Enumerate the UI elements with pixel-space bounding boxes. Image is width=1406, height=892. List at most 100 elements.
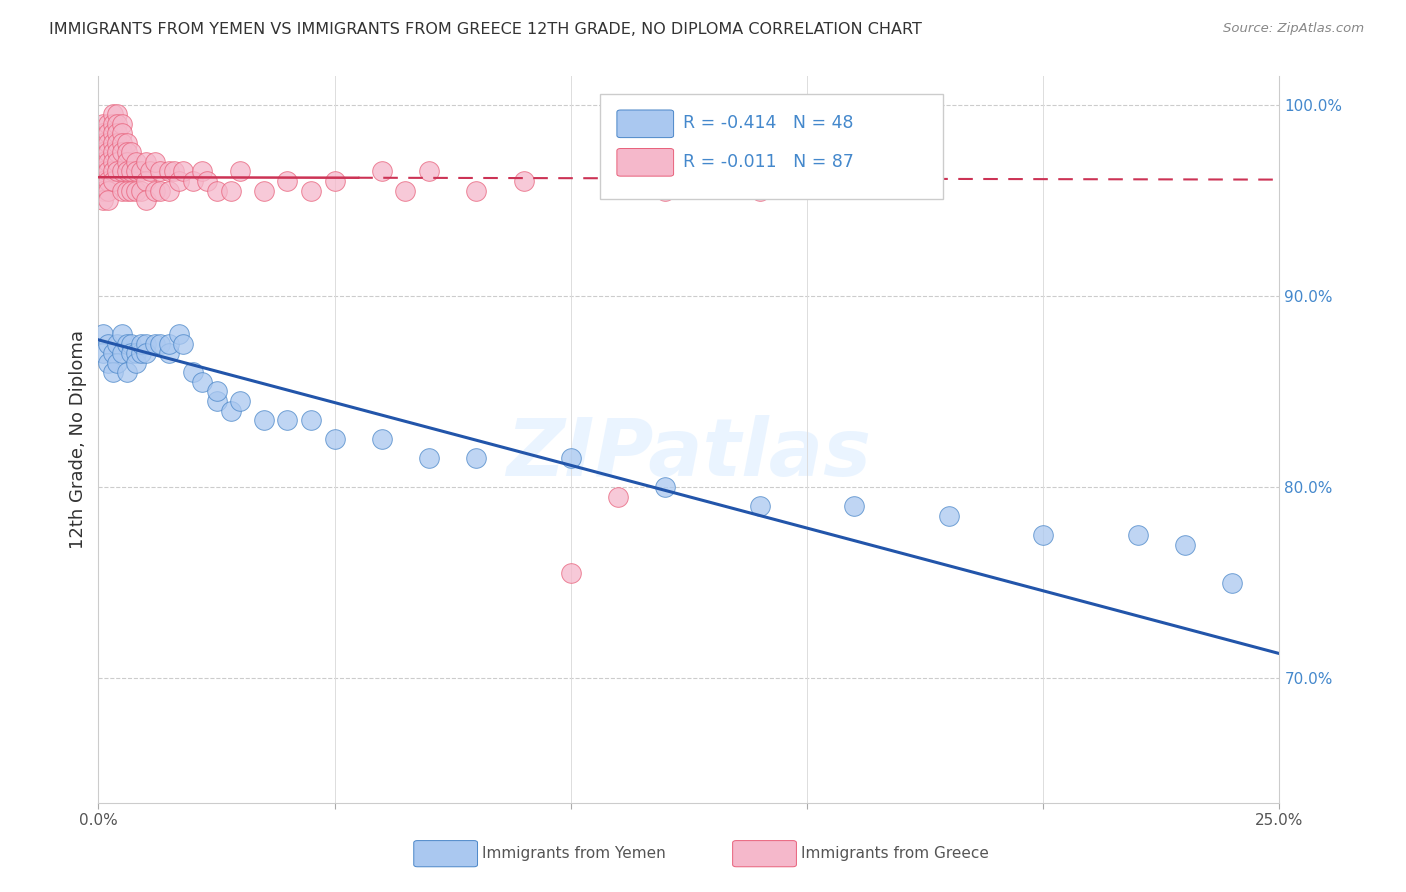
Point xyxy=(101,126,124,140)
Point xyxy=(135,174,157,188)
Point xyxy=(97,184,120,198)
Point xyxy=(111,164,134,178)
Point xyxy=(465,451,488,466)
Point xyxy=(157,164,180,178)
Text: Immigrants from Greece: Immigrants from Greece xyxy=(801,847,988,861)
Point xyxy=(654,184,676,198)
Point xyxy=(115,155,138,169)
Y-axis label: 12th Grade, No Diploma: 12th Grade, No Diploma xyxy=(69,330,87,549)
Point xyxy=(135,155,157,169)
Point xyxy=(1174,537,1197,551)
Point xyxy=(101,174,124,188)
Point xyxy=(101,117,124,131)
Point xyxy=(91,184,114,198)
Point xyxy=(111,346,134,360)
Point xyxy=(111,136,134,150)
Point xyxy=(1126,528,1149,542)
Point xyxy=(172,164,194,178)
Point xyxy=(253,184,276,198)
Point xyxy=(97,145,120,160)
Point xyxy=(105,117,128,131)
Point xyxy=(101,107,124,121)
Point xyxy=(276,413,298,427)
Point xyxy=(205,394,228,409)
Point xyxy=(418,451,440,466)
Text: R = -0.011   N = 87: R = -0.011 N = 87 xyxy=(683,153,853,170)
Text: Source: ZipAtlas.com: Source: ZipAtlas.com xyxy=(1223,22,1364,36)
Point xyxy=(465,184,488,198)
Point xyxy=(560,451,582,466)
Point xyxy=(91,346,114,360)
Point xyxy=(371,164,394,178)
Point xyxy=(418,164,440,178)
Point xyxy=(167,174,190,188)
Point xyxy=(229,164,252,178)
Point xyxy=(101,136,124,150)
Point xyxy=(135,336,157,351)
Point xyxy=(607,490,630,504)
Point xyxy=(299,413,322,427)
Point xyxy=(276,174,298,188)
Point xyxy=(91,145,114,160)
Point xyxy=(97,136,120,150)
Point xyxy=(121,164,143,178)
Point xyxy=(394,184,416,198)
Point xyxy=(219,403,242,417)
Point xyxy=(101,155,124,169)
Point xyxy=(105,126,128,140)
Point xyxy=(125,346,148,360)
Point xyxy=(253,413,276,427)
Point xyxy=(560,566,582,581)
Point xyxy=(115,145,138,160)
Point xyxy=(121,346,143,360)
Point xyxy=(101,346,124,360)
Point xyxy=(97,193,120,207)
Point xyxy=(111,126,134,140)
Point xyxy=(91,126,114,140)
Point xyxy=(91,155,114,169)
FancyBboxPatch shape xyxy=(600,94,943,200)
Text: Immigrants from Yemen: Immigrants from Yemen xyxy=(482,847,666,861)
Point xyxy=(149,184,172,198)
Point xyxy=(97,356,120,370)
Point xyxy=(97,174,120,188)
Point xyxy=(97,155,120,169)
Point xyxy=(157,184,180,198)
Point xyxy=(125,155,148,169)
Point xyxy=(512,174,534,188)
Point xyxy=(135,346,157,360)
Point xyxy=(229,394,252,409)
Point xyxy=(105,107,128,121)
Point xyxy=(111,327,134,342)
Point xyxy=(105,356,128,370)
Text: ZIPatlas: ZIPatlas xyxy=(506,415,872,493)
Point xyxy=(115,184,138,198)
Point xyxy=(101,365,124,379)
Point xyxy=(91,327,114,342)
Point xyxy=(105,164,128,178)
Point xyxy=(219,184,242,198)
Point xyxy=(125,356,148,370)
Point xyxy=(191,375,214,389)
Point xyxy=(91,136,114,150)
Point xyxy=(111,145,134,160)
FancyBboxPatch shape xyxy=(617,148,673,176)
FancyBboxPatch shape xyxy=(733,840,796,867)
Point xyxy=(163,164,186,178)
Point xyxy=(299,184,322,198)
Point xyxy=(97,126,120,140)
Point xyxy=(97,117,120,131)
Point xyxy=(157,336,180,351)
Point xyxy=(101,145,124,160)
Point xyxy=(105,336,128,351)
Point xyxy=(135,193,157,207)
Text: R = -0.414   N = 48: R = -0.414 N = 48 xyxy=(683,114,853,132)
Point xyxy=(115,136,138,150)
Point xyxy=(654,480,676,494)
Text: IMMIGRANTS FROM YEMEN VS IMMIGRANTS FROM GREECE 12TH GRADE, NO DIPLOMA CORRELATI: IMMIGRANTS FROM YEMEN VS IMMIGRANTS FROM… xyxy=(49,22,922,37)
Point xyxy=(371,432,394,446)
Point xyxy=(938,508,960,523)
Point xyxy=(121,336,143,351)
Point xyxy=(129,336,152,351)
Point xyxy=(121,184,143,198)
